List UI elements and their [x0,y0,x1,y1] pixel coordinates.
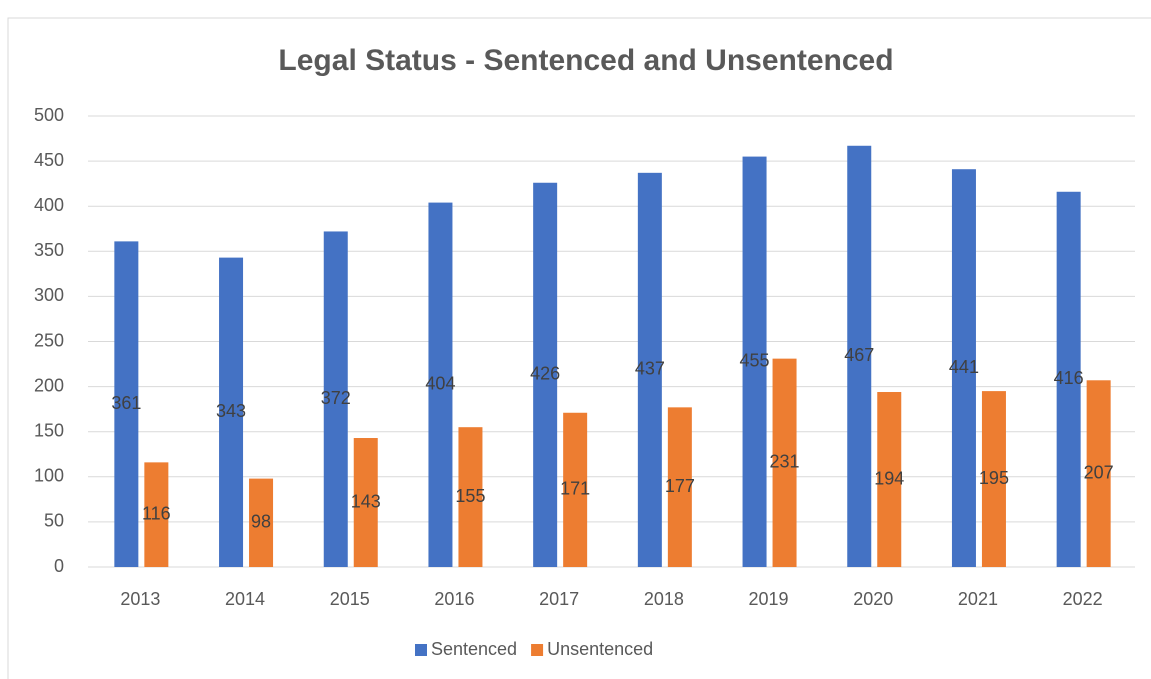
bar [458,427,483,567]
y-tick-label: 150 [34,420,64,440]
y-tick-label: 350 [34,240,64,260]
data-label: 361 [111,393,141,413]
x-tick-label: 2013 [120,589,160,609]
legend-label: Sentenced [431,639,517,659]
bar [847,145,872,568]
data-label: 171 [560,479,590,499]
x-tick-label: 2021 [958,589,998,609]
data-label: 437 [635,359,665,379]
y-tick-label: 200 [34,375,64,395]
bar [219,257,244,567]
data-label: 194 [874,468,904,488]
bar [563,412,588,567]
bar [114,241,139,568]
bar [323,231,348,567]
bar [637,172,662,568]
bar [742,156,767,567]
y-tick-label: 500 [34,105,64,125]
bar [533,182,558,568]
data-label: 207 [1084,462,1114,482]
data-label: 195 [979,468,1009,488]
bar [981,391,1006,567]
data-label: 155 [455,486,485,506]
bar [951,169,976,567]
y-tick-label: 50 [44,511,64,531]
data-label: 404 [425,374,455,394]
legend-swatch [531,644,544,656]
x-tick-label: 2019 [749,589,789,609]
bar [1086,380,1111,567]
bar [353,438,378,567]
y-tick-label: 250 [34,330,64,350]
x-tick-label: 2018 [644,589,684,609]
chart-frame [7,17,1151,679]
bar [249,478,274,567]
data-label: 231 [770,452,800,472]
data-label: 372 [321,388,351,408]
y-tick-label: 300 [34,285,64,305]
data-label: 416 [1054,368,1084,388]
x-tick-label: 2014 [225,589,265,609]
data-label: 343 [216,401,246,421]
x-tick-label: 2016 [434,589,474,609]
data-label: 177 [665,476,695,496]
x-tick-label: 2017 [539,589,579,609]
y-tick-label: 100 [34,466,64,486]
chart-title: Legal Status - Sentenced and Unsentenced [278,44,893,77]
data-label: 467 [844,345,874,365]
legend-swatch [415,644,427,656]
x-tick-label: 2020 [853,589,893,609]
legend-label: Unsentenced [547,639,653,659]
bar [877,392,902,567]
data-label: 455 [740,351,770,371]
bar [772,358,797,567]
bar [1056,191,1081,567]
bar [144,462,169,567]
x-tick-label: 2015 [330,589,370,609]
data-label: 116 [142,503,171,523]
data-label: 441 [949,357,979,377]
bar [428,202,453,568]
data-label: 143 [351,491,381,511]
data-label: 98 [251,512,271,532]
y-tick-label: 450 [34,150,64,170]
y-tick-label: 0 [54,556,64,576]
x-tick-label: 2022 [1063,589,1103,609]
bar [667,407,692,567]
data-label: 426 [530,364,560,384]
y-tick-label: 400 [34,195,64,215]
